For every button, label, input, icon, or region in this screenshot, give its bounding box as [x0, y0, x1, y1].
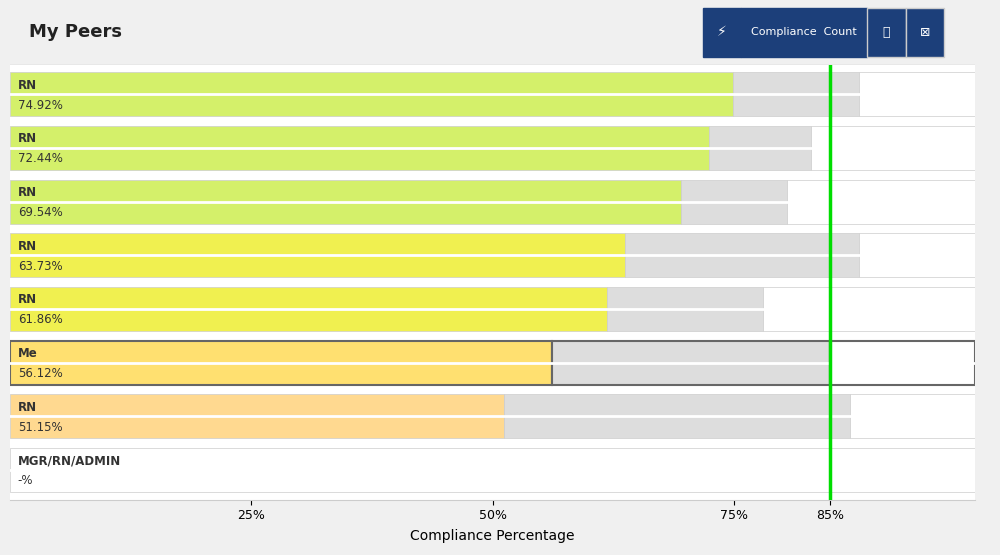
Text: My Peers: My Peers — [29, 23, 122, 42]
Text: MGR/RN/ADMIN: MGR/RN/ADMIN — [18, 455, 121, 467]
Text: 63.73%: 63.73% — [18, 260, 62, 273]
Bar — [741, 8, 867, 57]
Bar — [681, 180, 787, 224]
Bar — [625, 234, 859, 278]
Bar — [850, 395, 975, 438]
Bar — [607, 287, 763, 331]
Text: ⚡: ⚡ — [717, 26, 727, 39]
Text: Me: Me — [18, 347, 37, 360]
Bar — [10, 395, 504, 438]
Bar — [867, 8, 906, 57]
Text: RN: RN — [18, 401, 37, 413]
Text: ⊠: ⊠ — [920, 26, 930, 39]
Text: 74.92%: 74.92% — [18, 99, 63, 112]
Bar — [703, 8, 741, 57]
Bar — [859, 234, 975, 278]
Text: RN: RN — [18, 294, 37, 306]
Text: RN: RN — [18, 79, 37, 92]
Text: 51.15%: 51.15% — [18, 421, 62, 433]
Bar — [504, 395, 850, 438]
Text: RN: RN — [18, 133, 37, 145]
Text: Compliance  Count: Compliance Count — [751, 27, 857, 38]
Text: 📊: 📊 — [882, 26, 890, 39]
Bar — [906, 8, 944, 57]
Text: 69.54%: 69.54% — [18, 206, 62, 219]
Text: RN: RN — [18, 186, 37, 199]
Bar — [10, 448, 975, 492]
Bar — [10, 287, 607, 331]
Bar — [787, 180, 975, 224]
Bar — [10, 126, 709, 170]
Text: 56.12%: 56.12% — [18, 367, 62, 380]
Bar — [10, 73, 733, 117]
Bar — [709, 126, 811, 170]
Bar — [10, 234, 625, 278]
Text: -%: -% — [18, 474, 33, 487]
Bar — [552, 341, 830, 385]
Bar — [811, 126, 975, 170]
Text: 61.86%: 61.86% — [18, 313, 62, 326]
Bar — [763, 287, 975, 331]
Bar — [10, 341, 552, 385]
Text: 72.44%: 72.44% — [18, 152, 63, 165]
Text: RN: RN — [18, 240, 37, 253]
Bar — [10, 180, 681, 224]
Bar — [830, 341, 975, 385]
Bar — [733, 73, 859, 117]
X-axis label: Compliance Percentage: Compliance Percentage — [410, 529, 575, 543]
Bar — [859, 73, 975, 117]
